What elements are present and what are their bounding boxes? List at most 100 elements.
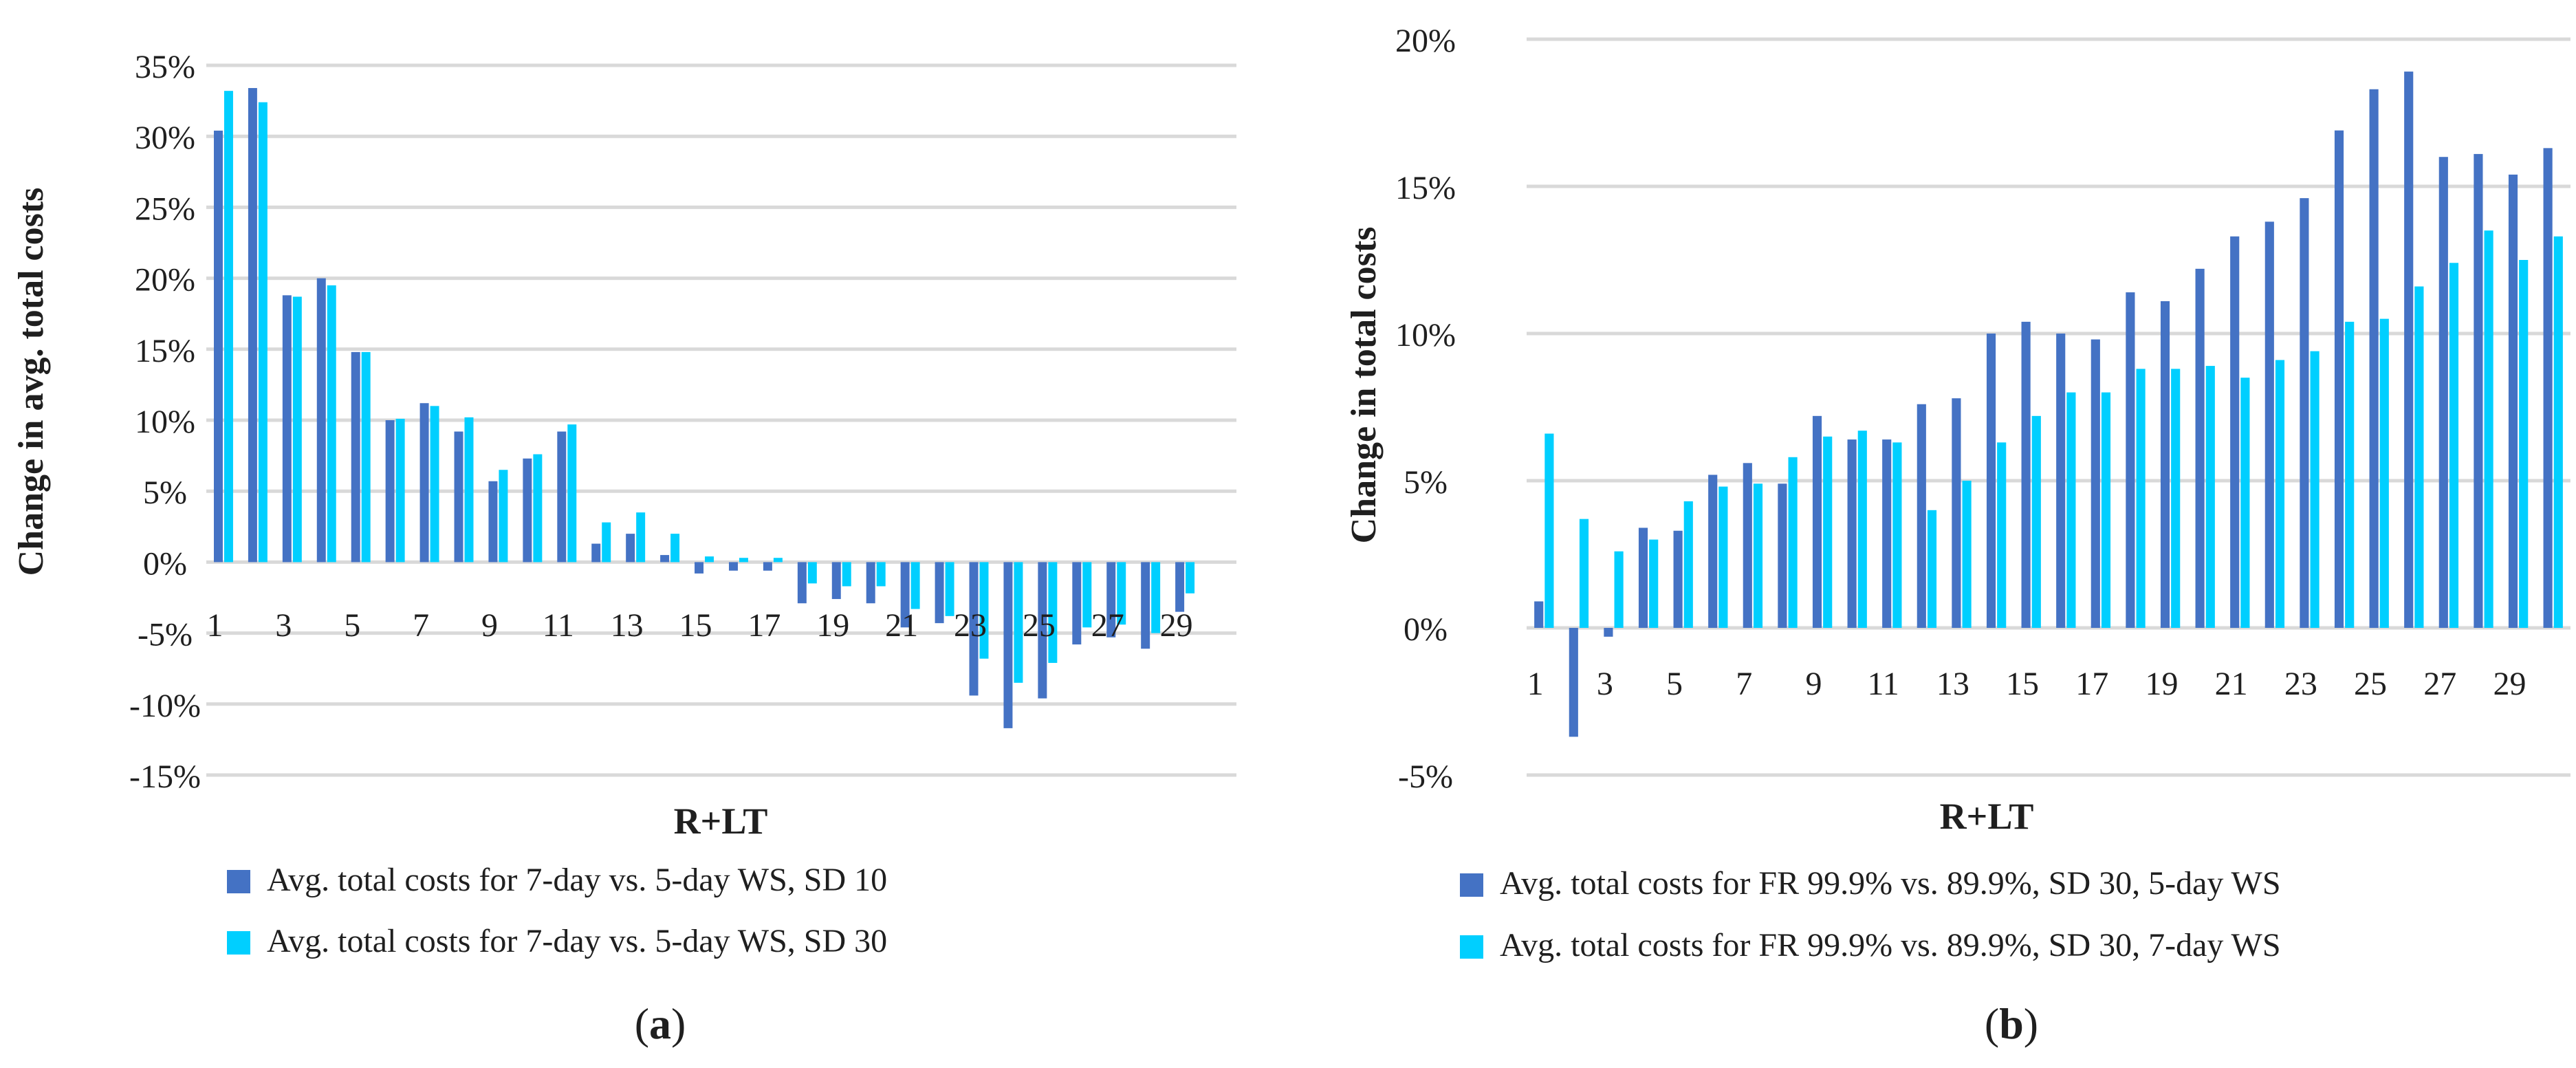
bar-s2-14 (1997, 442, 2007, 628)
bar-s2-15 (705, 556, 714, 563)
bar-s2-5 (1683, 501, 1693, 628)
bar-s2-8 (464, 417, 474, 563)
x-tick-label: 19 (816, 607, 849, 644)
panel-label-a: (a) (635, 999, 686, 1048)
bar-s1-5 (351, 351, 360, 563)
x-tick-label: 21 (2215, 666, 2248, 702)
bar-s1-23 (2300, 198, 2309, 628)
chart-panel-a: -15% -10% -5% 0% 5% 10% 15% 20% 25% 30% 35% 1 3 5 7 9 11… (12, 49, 1236, 1048)
bar-s1-24 (1003, 562, 1013, 728)
bar-s1-30 (2543, 148, 2553, 629)
legend-swatch-b-1 (1460, 873, 1483, 897)
bar-s2-16 (2066, 392, 2076, 628)
bar-s1-29 (1175, 562, 1185, 612)
bar-s1-19 (831, 562, 841, 600)
bar-s1-18 (797, 562, 807, 604)
x-tick-label: 9 (1805, 666, 1822, 702)
legend-swatch-a-2 (227, 931, 250, 955)
bar-s2-7 (430, 406, 439, 563)
bar-s1-17 (2091, 339, 2100, 628)
bar-s1-5 (1673, 530, 1683, 628)
bar-s2-13 (1962, 481, 1972, 628)
x-tick-label: 25 (2354, 666, 2387, 702)
y-tick-label: 10% (135, 404, 195, 440)
bar-s2-10 (1857, 431, 1867, 628)
y-tick-label: 10% (1395, 317, 1456, 353)
bar-s2-4 (1649, 539, 1659, 628)
bar-s2-1 (223, 91, 233, 563)
bar-s2-20 (876, 562, 886, 587)
bar-s1-25 (1038, 562, 1047, 699)
bar-s1-20 (866, 562, 875, 604)
bar-s2-19 (842, 562, 851, 587)
bar-s1-3 (1604, 628, 1613, 637)
bar-s2-5 (361, 351, 371, 563)
bar-s1-29 (2508, 174, 2518, 628)
y-tick-label: 20% (1395, 23, 1456, 59)
bar-s1-2 (1569, 628, 1578, 737)
bar-s2-3 (1614, 551, 1624, 628)
bar-s2-3 (292, 296, 302, 563)
bar-s1-26 (1072, 562, 1082, 645)
y-tick-label: 15% (1395, 170, 1456, 206)
bar-s1-7 (1743, 463, 1752, 628)
bar-s2-23 (2310, 351, 2320, 628)
bar-s1-10 (1847, 439, 1857, 628)
bar-s2-6 (1718, 486, 1728, 628)
bar-s1-17 (763, 562, 772, 571)
legend-swatch-a-1 (227, 870, 250, 893)
bar-s1-16 (2056, 334, 2066, 628)
bar-s2-26 (1082, 562, 1092, 628)
y-tick-label: 0% (143, 545, 187, 582)
bar-s2-30 (2553, 236, 2563, 628)
bar-s1-24 (2334, 130, 2344, 628)
x-axis-label-a: R+LT (674, 800, 768, 842)
bar-s1-22 (2264, 221, 2274, 628)
chart-a: -15%-10%-5%0%5%10%15%20%25%30%35%1 3 5 7 9 11… (12, 49, 1236, 1048)
x-tick-label: 23 (2284, 666, 2317, 702)
y-tick-label: -5% (1398, 759, 1453, 795)
bar-s2-4 (327, 285, 336, 563)
bar-s2-28 (2484, 230, 2493, 628)
bar-s2-9 (1823, 436, 1833, 628)
x-tick-label: 13 (611, 607, 644, 644)
bar-s1-8 (1778, 483, 1787, 628)
bar-s1-25 (2369, 89, 2379, 628)
bar-s2-26 (2414, 286, 2424, 628)
bar-s2-23 (979, 562, 989, 659)
bar-s2-24 (1014, 562, 1023, 683)
bar-s1-22 (935, 562, 944, 624)
y-tick-label: -10% (129, 688, 201, 724)
bar-s2-25 (1048, 562, 1058, 663)
bar-s2-8 (1788, 457, 1798, 628)
bar-s1-2 (248, 88, 257, 563)
y-tick-label: 35% (135, 49, 195, 85)
bar-s1-14 (660, 555, 670, 563)
bar-s2-16 (739, 558, 748, 563)
x-tick-label: 9 (481, 607, 498, 644)
x-tick-label: 27 (2423, 666, 2456, 702)
bar-s2-22 (945, 562, 954, 616)
bar-s2-6 (395, 418, 405, 563)
bar-s2-21 (910, 562, 920, 609)
x-tick-label: 7 (1736, 666, 1752, 702)
bar-s1-19 (2160, 301, 2170, 628)
bar-s1-3 (282, 295, 292, 563)
bar-s1-4 (1638, 527, 1648, 628)
x-tick-label: 23 (954, 607, 987, 644)
y-tick-label: 30% (135, 120, 195, 156)
bar-s1-1 (1534, 601, 1544, 628)
x-tick-label: 29 (1160, 607, 1193, 644)
x-tick-label: 1 (1527, 666, 1544, 702)
bar-s2-22 (2275, 360, 2285, 628)
x-tick-label: 7 (413, 607, 429, 644)
chart-panel-b: -5% 0% 5% 10% 15% 20% 1 3 5 7 9 11 13 15 17 19 21 23 25 27 2… (1288, 0, 2576, 1068)
legend-label-b-2: Avg. total costs for FR 99.9% vs. 89.9%,… (1500, 927, 2281, 963)
bar-s1-6 (1708, 475, 1718, 628)
x-tick-label: 29 (2493, 666, 2526, 702)
bar-s1-12 (591, 543, 601, 563)
bar-s1-27 (2438, 157, 2448, 628)
bar-s2-1 (1544, 433, 1554, 628)
bar-s1-14 (1986, 334, 1996, 628)
bar-s1-21 (900, 562, 910, 628)
